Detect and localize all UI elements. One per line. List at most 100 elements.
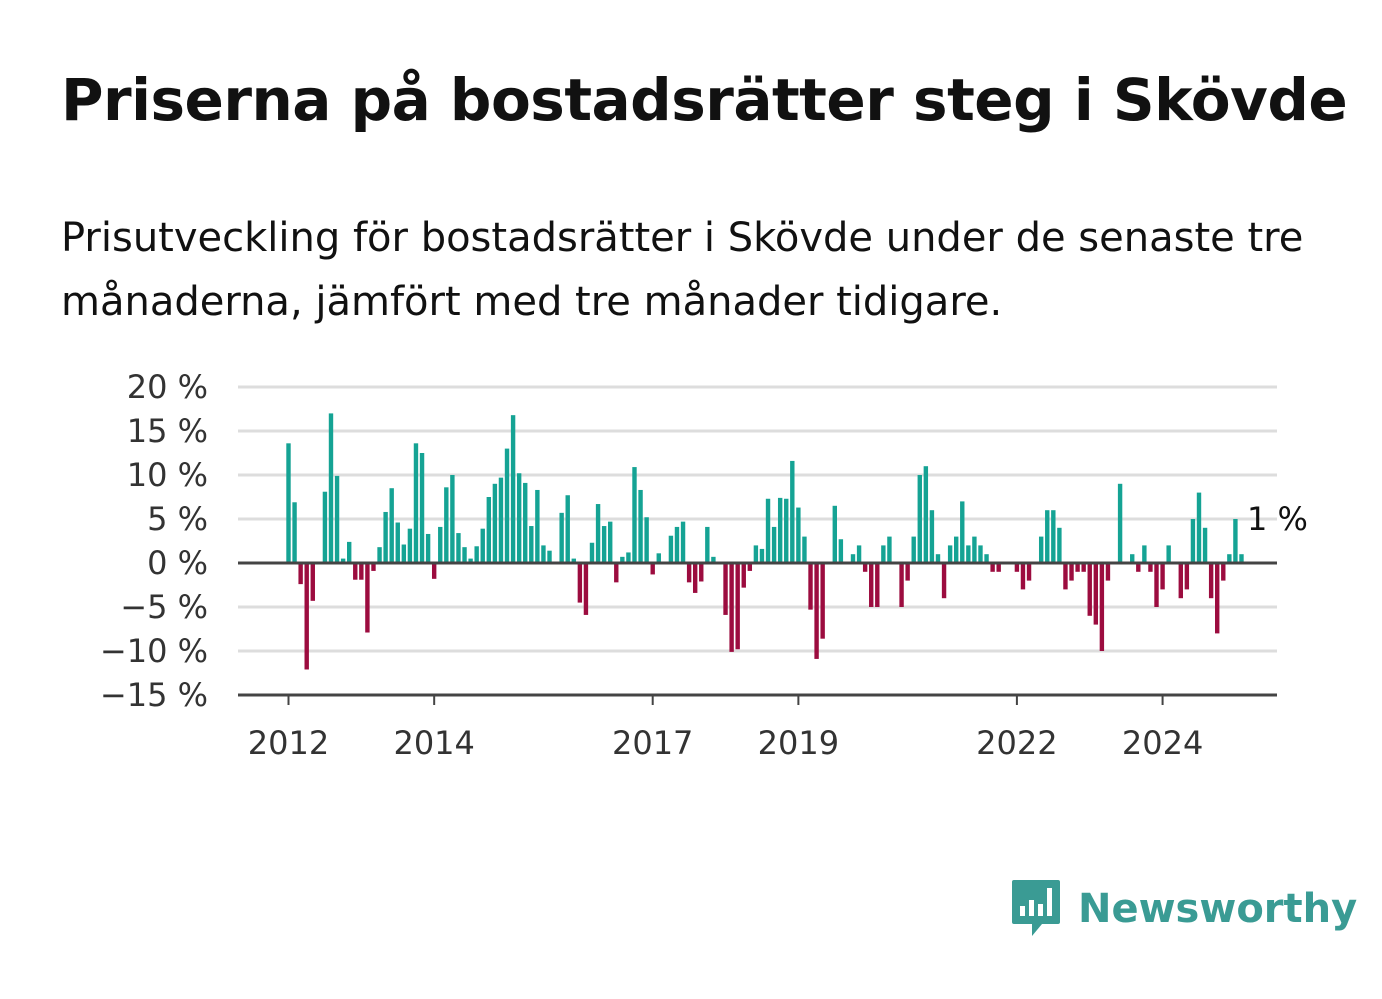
bar	[620, 556, 625, 563]
bar	[729, 563, 734, 652]
bar	[1075, 563, 1080, 572]
bar	[899, 563, 904, 607]
bar	[875, 563, 880, 607]
bar	[832, 505, 837, 563]
bar	[438, 526, 443, 563]
bar	[389, 488, 394, 563]
bar	[632, 467, 637, 563]
bar	[535, 489, 540, 563]
bar	[431, 563, 437, 579]
bar	[371, 563, 376, 571]
bar	[692, 563, 698, 593]
bar	[686, 563, 692, 583]
bar	[638, 489, 643, 563]
bar	[468, 558, 473, 563]
bar	[984, 554, 989, 563]
bar	[802, 536, 807, 563]
bar	[547, 550, 552, 563]
bar	[978, 545, 983, 563]
bar	[954, 536, 959, 563]
bar	[1148, 563, 1153, 572]
bar	[656, 553, 661, 563]
bar	[1117, 483, 1123, 563]
bar	[565, 495, 570, 563]
bar	[784, 498, 789, 563]
bar	[1063, 563, 1068, 590]
bar	[808, 563, 813, 610]
chart-title: Priserna på bostadsrätter steg i Skövde	[61, 66, 1348, 134]
bar	[1093, 563, 1099, 625]
bar	[796, 507, 801, 563]
bar	[377, 547, 382, 563]
bar	[541, 545, 546, 563]
bar	[881, 545, 886, 563]
bar	[595, 504, 601, 563]
bar	[322, 491, 328, 563]
bar	[711, 556, 716, 563]
bar	[450, 475, 455, 563]
bar	[407, 528, 413, 563]
bar	[771, 526, 777, 563]
bar	[650, 563, 655, 575]
y-tick-label: −5 %	[120, 588, 208, 626]
y-axis-labels: 20 % 15 % 10 % 5 % 0 % −5 % −10 % −15 %	[100, 368, 208, 714]
bar	[1026, 563, 1032, 581]
bar	[917, 475, 922, 563]
bar	[1081, 563, 1086, 572]
bar	[498, 477, 504, 563]
bar	[644, 517, 649, 563]
bar	[504, 448, 510, 563]
bar	[401, 544, 407, 563]
bar	[286, 443, 291, 563]
x-tick-label: 2019	[758, 724, 839, 762]
bar	[1099, 563, 1105, 651]
bar	[292, 502, 297, 563]
x-axis: 2012 2014 2017 2019 2022 2024	[238, 693, 1277, 762]
bar	[996, 563, 1001, 572]
bar	[444, 487, 449, 563]
bar	[516, 473, 522, 563]
bar	[1038, 536, 1044, 563]
bar	[941, 563, 947, 599]
bar	[1142, 545, 1147, 563]
x-tick-label: 2024	[1122, 724, 1203, 762]
x-tick-label: 2017	[612, 724, 693, 762]
bar	[862, 563, 868, 572]
bar	[608, 521, 613, 563]
bar-chart: 20 %15 %10 %5 %0 %−5 %−10 %−15 % 2012 201…	[100, 368, 1308, 762]
bar	[699, 563, 704, 582]
bar	[626, 552, 631, 563]
bar	[735, 563, 740, 650]
bar	[790, 460, 795, 563]
bar	[1184, 563, 1190, 590]
bar	[413, 443, 419, 563]
bar	[474, 546, 479, 563]
bar	[304, 563, 309, 670]
bar	[298, 563, 303, 585]
bar	[747, 563, 753, 571]
bar	[1130, 554, 1135, 563]
bar	[383, 511, 388, 563]
bar	[347, 541, 352, 563]
bar	[947, 545, 953, 563]
x-tick-label: 2022	[976, 724, 1057, 762]
bar	[887, 536, 892, 563]
bar	[419, 453, 425, 563]
bar	[674, 526, 680, 563]
bar	[310, 563, 315, 601]
bar	[838, 539, 844, 563]
bar	[869, 563, 874, 607]
bar	[1208, 563, 1214, 599]
bar	[777, 497, 783, 563]
bar	[559, 512, 564, 563]
bar	[1215, 563, 1220, 634]
bar	[510, 415, 516, 563]
bar	[972, 536, 977, 563]
bar	[601, 526, 607, 563]
bar	[960, 501, 965, 563]
bar	[990, 563, 995, 572]
bar	[480, 528, 485, 563]
bar	[571, 558, 576, 563]
bar	[1202, 527, 1208, 563]
y-tick-label: 5 %	[147, 500, 208, 538]
